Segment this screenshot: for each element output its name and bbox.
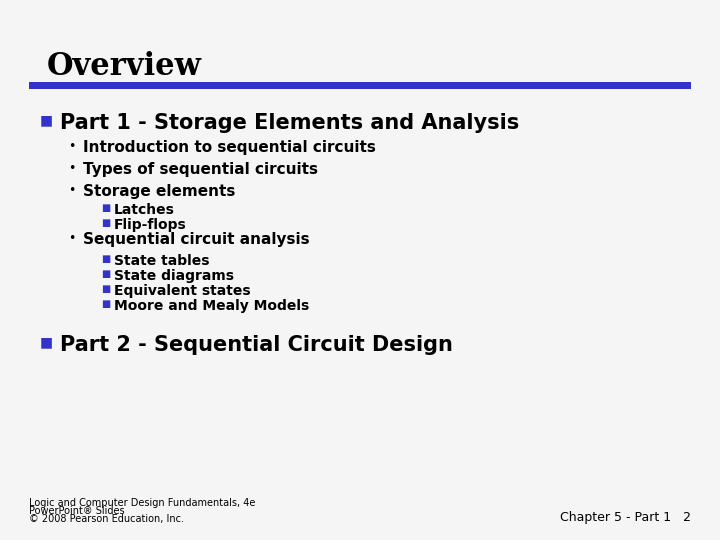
Text: Part 2 - Sequential Circuit Design: Part 2 - Sequential Circuit Design bbox=[60, 335, 453, 355]
Text: ■: ■ bbox=[40, 335, 53, 349]
Text: © 2008 Pearson Education, Inc.: © 2008 Pearson Education, Inc. bbox=[29, 514, 184, 524]
Text: Introduction to sequential circuits: Introduction to sequential circuits bbox=[83, 140, 376, 156]
Text: ■: ■ bbox=[40, 113, 53, 127]
Text: •: • bbox=[68, 140, 76, 153]
Text: •: • bbox=[68, 232, 76, 245]
Text: ■: ■ bbox=[101, 269, 110, 279]
Text: Moore and Mealy Models: Moore and Mealy Models bbox=[114, 299, 309, 313]
Text: Storage elements: Storage elements bbox=[83, 184, 235, 199]
Text: ■: ■ bbox=[101, 299, 110, 309]
Text: •: • bbox=[68, 162, 76, 175]
Text: Part 1 - Storage Elements and Analysis: Part 1 - Storage Elements and Analysis bbox=[60, 113, 519, 133]
Text: ■: ■ bbox=[101, 218, 110, 228]
Text: Equivalent states: Equivalent states bbox=[114, 284, 251, 298]
Text: Types of sequential circuits: Types of sequential circuits bbox=[83, 162, 318, 177]
Text: Logic and Computer Design Fundamentals, 4e: Logic and Computer Design Fundamentals, … bbox=[29, 497, 255, 508]
Text: ■: ■ bbox=[101, 254, 110, 264]
Text: PowerPoint® Slides: PowerPoint® Slides bbox=[29, 505, 125, 516]
Text: •: • bbox=[68, 184, 76, 197]
Text: ■: ■ bbox=[101, 284, 110, 294]
Text: Latches: Latches bbox=[114, 202, 175, 217]
Text: ■: ■ bbox=[101, 202, 110, 213]
Text: Flip-flops: Flip-flops bbox=[114, 218, 186, 232]
Text: Sequential circuit analysis: Sequential circuit analysis bbox=[83, 232, 310, 247]
Text: State tables: State tables bbox=[114, 254, 210, 268]
Text: Overview: Overview bbox=[47, 51, 202, 82]
Text: State diagrams: State diagrams bbox=[114, 269, 234, 283]
Text: Chapter 5 - Part 1   2: Chapter 5 - Part 1 2 bbox=[560, 511, 691, 524]
